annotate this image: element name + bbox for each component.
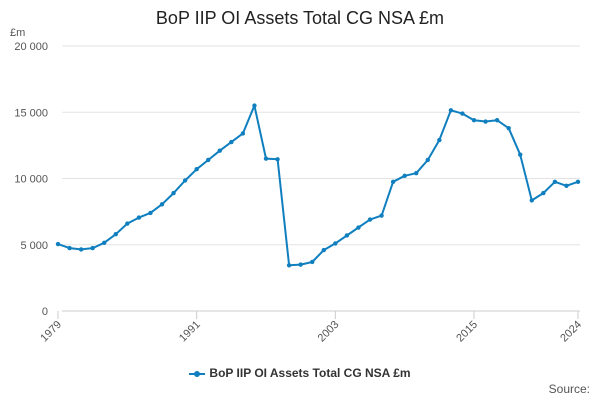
legend-label: BoP IIP OI Assets Total CG NSA £m [209, 366, 411, 380]
x-axis: 1979 1991 2003 2015 2024 [38, 310, 584, 345]
source-label: Source: [548, 382, 590, 396]
data-point [136, 215, 142, 220]
data-point [425, 157, 430, 163]
data-point [529, 198, 534, 203]
data-point [217, 148, 222, 153]
data-point [506, 125, 511, 131]
data-point [240, 131, 246, 136]
x-tick-label: 1979 [38, 319, 64, 345]
y-tick-label: 5 000 [20, 240, 48, 252]
data-point [159, 202, 165, 207]
y-tick-label: 0 [42, 306, 48, 318]
data-point [90, 245, 95, 251]
data-point [575, 179, 581, 185]
gridlines [62, 45, 580, 312]
data-point [194, 167, 199, 172]
data-point [125, 221, 130, 226]
data-point [356, 225, 361, 230]
data-point [171, 190, 176, 196]
x-tick-label: 1991 [177, 319, 203, 345]
data-point [564, 183, 569, 188]
data-point [448, 108, 454, 113]
data-point [460, 111, 465, 116]
data-point [437, 137, 442, 143]
data-point [518, 152, 523, 157]
series-line-group [55, 103, 581, 268]
data-point [252, 103, 257, 108]
data-point [298, 262, 303, 267]
data-point [390, 179, 396, 185]
data-point [471, 118, 477, 123]
x-tick-label: 2003 [316, 319, 342, 345]
data-point [286, 263, 292, 268]
y-tick-label: 15 000 [14, 107, 48, 119]
data-point [541, 190, 546, 196]
data-point [102, 240, 107, 245]
y-axis-tick-labels: 0 5 000 10 000 15 000 20 000 [14, 41, 48, 318]
legend-line-swatch [189, 370, 206, 377]
data-point [229, 139, 234, 145]
data-point [494, 118, 500, 123]
data-point [310, 259, 315, 265]
series-line [57, 104, 579, 267]
legend: BoP IIP OI Assets Total CG NSA £m [0, 366, 600, 380]
data-point [402, 173, 407, 179]
data-point [263, 156, 269, 161]
data-point [483, 119, 488, 124]
data-point [55, 241, 61, 247]
data-point [182, 178, 188, 183]
y-tick-label: 10 000 [14, 174, 48, 186]
y-axis-unit-label: £m [10, 27, 26, 39]
data-point [379, 213, 384, 218]
data-point [333, 241, 338, 246]
data-point [321, 247, 326, 253]
data-point [414, 171, 419, 176]
data-point [344, 233, 350, 238]
data-point [148, 210, 153, 216]
data-point [275, 157, 280, 162]
data-point [67, 245, 72, 251]
data-point [78, 247, 84, 252]
data-point [552, 179, 558, 185]
y-tick-label: 20 000 [14, 41, 48, 53]
data-point [113, 231, 118, 237]
x-tick-label: 2015 [454, 319, 480, 345]
chart-title: BoP IIP OI Assets Total CG NSA £m [155, 8, 445, 28]
data-point [367, 217, 373, 222]
data-point [206, 157, 211, 163]
x-tick-label: 2024 [558, 319, 584, 345]
